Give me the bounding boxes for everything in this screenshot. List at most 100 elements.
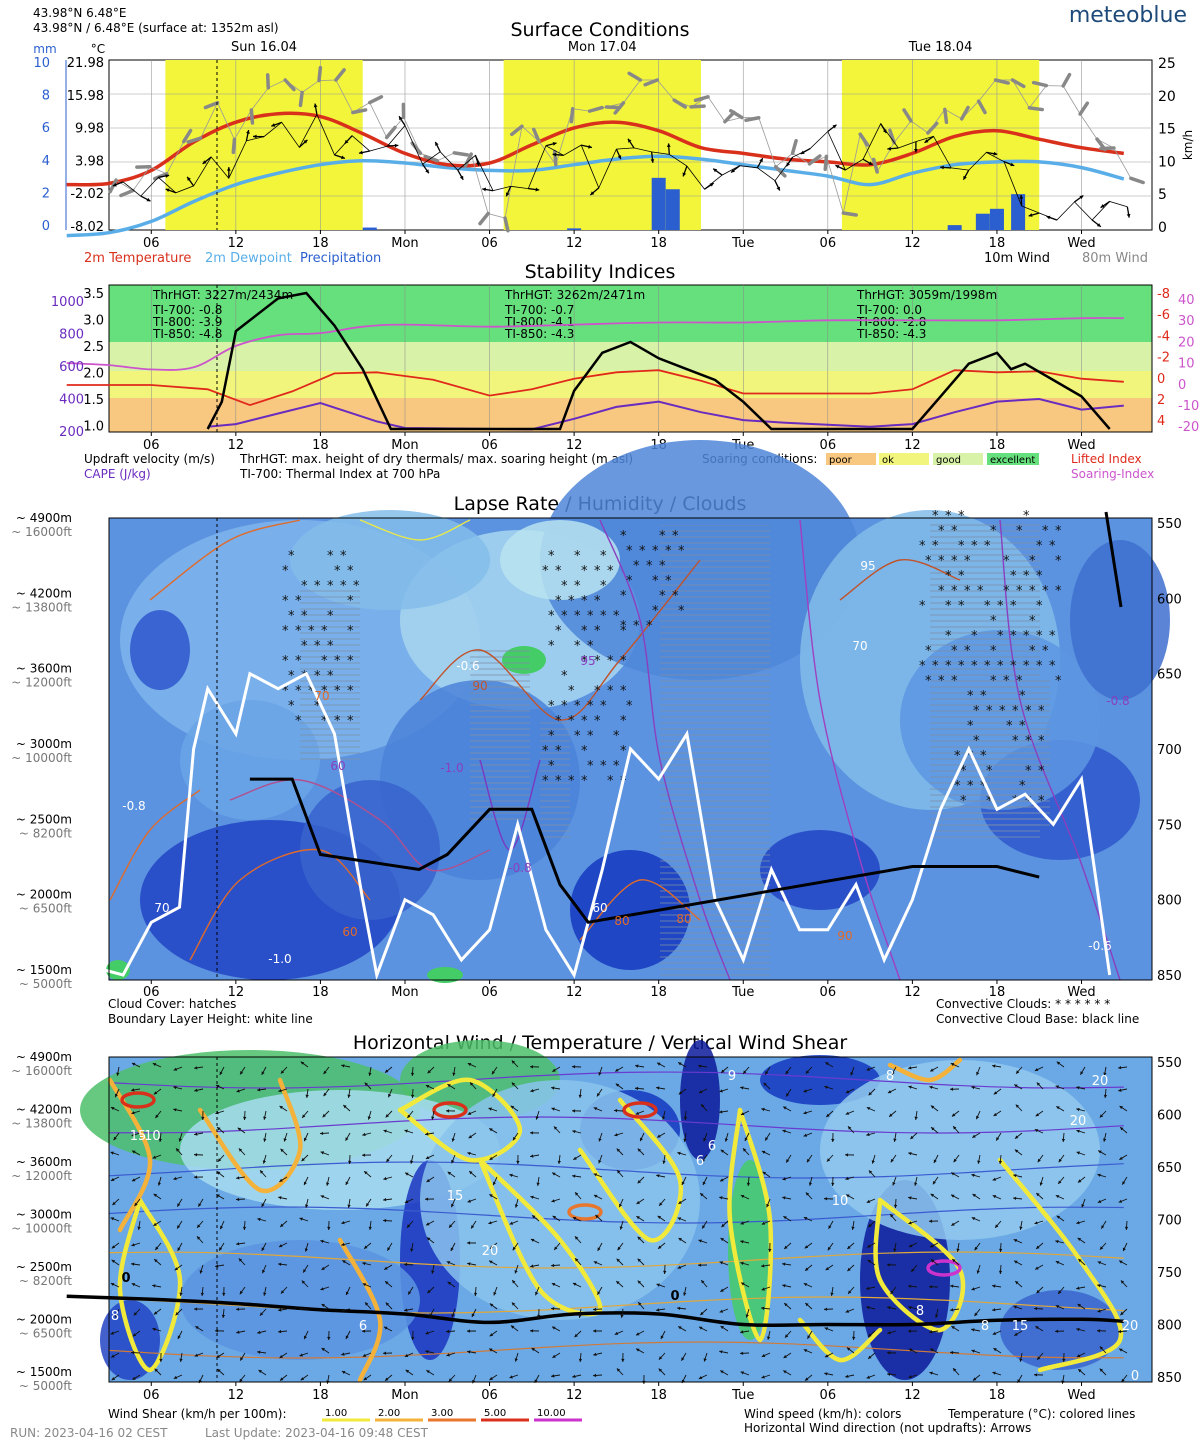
wind-direction-arrowhead [782, 1262, 786, 1266]
wind-direction-arrowhead [326, 1182, 330, 1186]
wind-direction-arrowhead [597, 1247, 601, 1251]
wind-direction-arrowhead [1119, 1106, 1123, 1110]
convective-cloud-star: * [1036, 629, 1043, 644]
wind-direction-arrowhead [887, 1372, 891, 1376]
legend-boundary-layer: Boundary Layer Height: white line [108, 1012, 313, 1026]
wind-direction-arrowhead [972, 1134, 976, 1138]
wind-direction-arrowhead [471, 1313, 475, 1317]
convective-cloud-star: * [555, 744, 562, 759]
wind-direction-arrowhead [971, 1217, 976, 1221]
x-tick-label: 18 [312, 438, 329, 453]
kmh-tick-label: 20 [1158, 89, 1176, 105]
convective-cloud-star: * [620, 714, 627, 729]
brand-logo[interactable]: meteoblue [1069, 3, 1187, 28]
wind-80m-arrow [181, 128, 193, 144]
wind-direction-arrowhead [702, 1181, 706, 1185]
wind-direction-arrowhead [302, 1114, 306, 1118]
wind-direction-arrowhead [467, 1350, 471, 1354]
lifted-tick-label: -8 [1157, 287, 1170, 302]
temperature-contour [108, 1341, 1124, 1359]
wind-direction-arrowhead [761, 1287, 765, 1291]
convective-cloud-star: * [1029, 644, 1036, 659]
wind-direction-arrowhead [173, 1176, 177, 1181]
wind-direction-arrowhead [194, 1132, 198, 1136]
band-excellent [109, 285, 1152, 342]
wind-80m-arrow [1129, 176, 1145, 185]
convective-cloud-star: * [1016, 674, 1023, 689]
legend-thrhgt: ThrHGT: max. height of dry thermals/ max… [239, 452, 633, 466]
wind-direction-arrowhead [698, 1090, 703, 1094]
wind-direction-arrowhead [992, 1177, 997, 1181]
temperature-contour [108, 1161, 1124, 1179]
wind-direction-arrowhead [383, 1198, 387, 1202]
wind-direction-arrowhead [930, 1068, 934, 1072]
convective-cloud-star: * [613, 609, 620, 624]
lapse-frame [108, 517, 1153, 981]
legend-cape: CAPE (J/kg) [84, 467, 151, 481]
wind-direction-arrowhead [551, 1374, 555, 1378]
wind-direction-arrowhead [803, 1283, 808, 1287]
wind-direction-arrowhead [593, 1352, 597, 1356]
convective-cloud-star: * [964, 584, 971, 599]
convective-cloud-star: * [334, 714, 341, 729]
convective-cloud-star: * [986, 794, 993, 809]
lapse-contour-label: 70 [154, 901, 169, 915]
wind-direction-arrowhead [408, 1291, 412, 1295]
wind-10m-arrowhead [940, 165, 944, 170]
x-tick-label: 18 [312, 1388, 329, 1403]
wind-direction-arrowhead [341, 1242, 345, 1246]
convective-cloud-star: * [282, 564, 289, 579]
wind-80m-arrow [871, 157, 879, 174]
wind-direction-arrowhead [803, 1111, 807, 1115]
wind-80m-arrow [773, 164, 787, 178]
wind-direction-arrowhead [620, 1314, 624, 1318]
wind-10m-arrowhead [868, 161, 873, 165]
wind-direction-arrowhead [362, 1153, 366, 1157]
wind-direction-arrowhead [805, 1070, 810, 1074]
cloud-cover-hatch [540, 720, 570, 840]
wind-10m-arrowhead [1079, 195, 1084, 200]
convective-cloud-star: * [568, 684, 575, 699]
wind-direction-arrowhead [280, 1070, 285, 1074]
wind-direction-arrowhead [488, 1107, 492, 1111]
shear-contour [797, 1317, 883, 1363]
wind-direction-arrowhead [993, 1091, 998, 1095]
convective-cloud-star: * [1010, 659, 1017, 674]
pressure-tick-label: 650 [1157, 668, 1182, 683]
x-tick-label: 18 [650, 236, 667, 251]
wind-direction-arrowhead [110, 1283, 115, 1286]
mm-tick-label: 8 [42, 89, 50, 104]
convective-cloud-base-line [249, 777, 1040, 924]
wind-direction-arrowhead [348, 1160, 352, 1164]
wind-direction-arrowhead [578, 1358, 583, 1362]
convective-cloud-star: * [951, 554, 958, 569]
day-label: Mon 17.04 [568, 40, 637, 55]
wind-direction-arrowhead [782, 1177, 786, 1181]
wind-direction-arrowhead [327, 1336, 331, 1340]
wind-80m-arrow [119, 188, 135, 198]
cape-tick-label: 600 [59, 360, 84, 375]
wind-direction-arrowhead [971, 1287, 975, 1291]
wind-direction-arrowhead [236, 1197, 240, 1202]
wind-direction-arrowhead [425, 1156, 430, 1159]
wind-direction-arrowhead [198, 1203, 202, 1207]
wind-80m-arrow [334, 68, 346, 82]
day-label: Sun 16.04 [231, 40, 297, 55]
wind-direction-arrowhead [845, 1309, 850, 1313]
wind-direction-arrowhead [803, 1349, 808, 1353]
kmh-axis-label: km/h [1181, 130, 1195, 160]
wind-direction-arrowhead [492, 1093, 496, 1097]
wind-direction-arrowhead [137, 1226, 141, 1230]
wind-direction-arrowhead [1103, 1138, 1107, 1142]
wind-direction-arrowhead [598, 1159, 602, 1164]
wind-10m-arrowhead [776, 186, 780, 191]
wind-contour-label: 20 [1092, 1074, 1109, 1089]
wind-direction-arrowhead [257, 1088, 261, 1092]
wind-direction-arrowhead [719, 1089, 723, 1093]
ti700-label: TI-700: 0.0 [856, 303, 922, 317]
convective-cloud-star: * [633, 559, 640, 574]
lapse-contour-label: -0.6 [456, 659, 479, 673]
wind-direction-arrowhead [489, 1260, 493, 1264]
wind-direction-arrowhead [489, 1376, 493, 1380]
wind-direction-arrowhead [1014, 1084, 1018, 1088]
